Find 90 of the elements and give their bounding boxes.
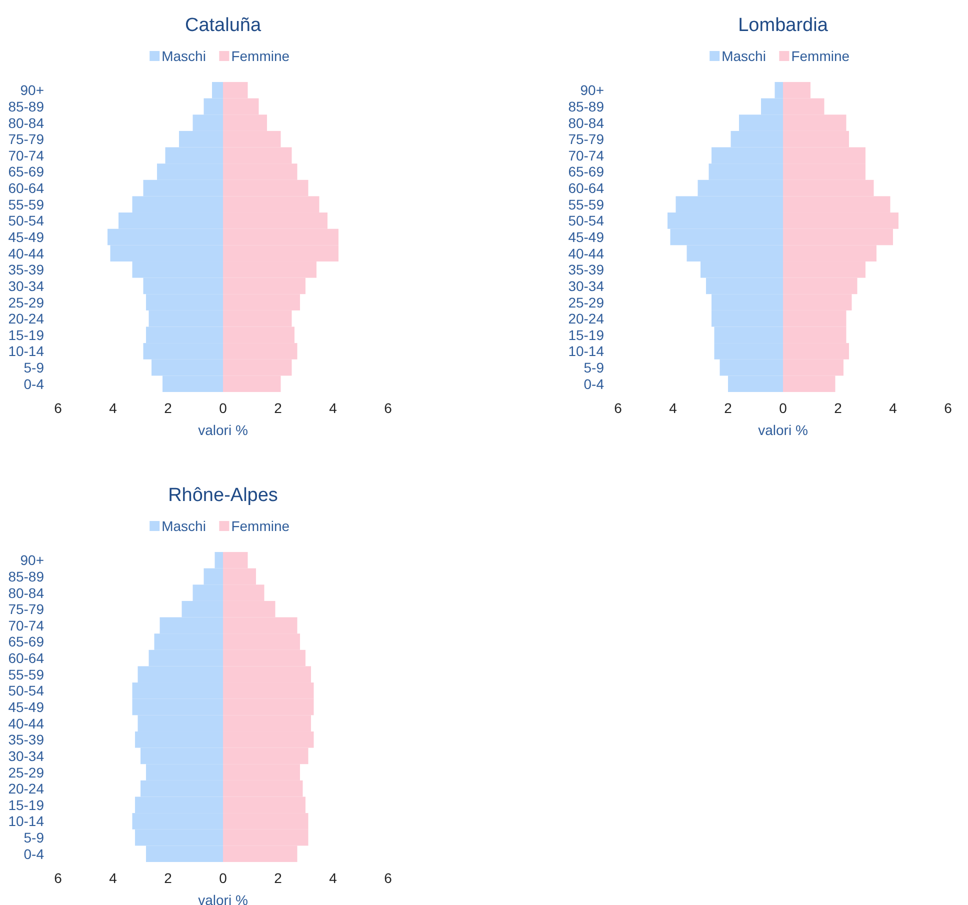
y-tick-label: 10-14 (8, 813, 44, 830)
y-tick-label: 40-44 (8, 245, 44, 262)
y-tick-label: 10-14 (568, 343, 604, 360)
y-tick-label: 80-84 (8, 114, 44, 131)
y-tick-label: 90+ (20, 82, 44, 98)
x-tick-label: 2 (834, 400, 842, 416)
x-axis-title: valori % (198, 892, 248, 905)
y-tick-label: 0-4 (24, 376, 44, 392)
x-tick-label: 6 (384, 400, 392, 416)
chart-title: Lombardia (738, 15, 828, 36)
x-tick-label: 4 (669, 400, 678, 416)
y-tick-label: 35-39 (568, 262, 604, 278)
y-tick-label: 55-59 (8, 196, 44, 212)
y-tick-label: 70-74 (8, 617, 44, 634)
x-tick-label: 0 (779, 400, 788, 416)
y-tick-label: 60-64 (8, 180, 44, 196)
y-tick-label: 75-79 (8, 131, 44, 148)
x-tick-label: 2 (724, 400, 732, 416)
y-tick-label: 90+ (20, 552, 44, 568)
y-tick-label: 80-84 (8, 584, 44, 601)
x-tick-label: 0 (219, 870, 228, 886)
y-tick-label: 0-4 (24, 846, 44, 862)
x-tick-label: 4 (889, 400, 898, 416)
x-tick-label: 2 (274, 870, 282, 886)
y-tick-label: 50-54 (8, 682, 44, 699)
y-tick-label: 5-9 (24, 830, 44, 846)
y-tick-label: 40-44 (568, 245, 604, 262)
y-tick-label: 15-19 (8, 326, 44, 343)
y-tick-label: 15-19 (568, 326, 604, 343)
y-tick-label: 80-84 (568, 114, 604, 131)
x-tick-label: 0 (219, 400, 228, 416)
x-tick-label: 2 (164, 870, 172, 886)
y-tick-label: 30-34 (568, 278, 604, 294)
x-tick-label: 4 (329, 400, 338, 416)
legend-label: Femmine (231, 518, 290, 534)
y-tick-label: 20-24 (8, 780, 44, 797)
y-tick-label: 25-29 (8, 764, 44, 780)
y-tick-label: 5-9 (24, 360, 44, 376)
x-tick-label: 4 (109, 870, 118, 886)
y-tick-label: 45-49 (8, 229, 44, 245)
y-tick-label: 35-39 (8, 732, 44, 748)
y-tick-label: 20-24 (8, 310, 44, 327)
y-tick-label: 55-59 (568, 196, 604, 212)
y-tick-label: 45-49 (568, 229, 604, 245)
x-tick-label: 2 (274, 400, 282, 416)
legend-label: Femmine (791, 48, 850, 64)
y-tick-label: 20-24 (568, 310, 604, 327)
x-tick-label: 4 (329, 870, 338, 886)
y-tick-label: 75-79 (8, 601, 44, 618)
y-tick-label: 5-9 (584, 360, 604, 376)
y-tick-label: 75-79 (568, 131, 604, 148)
y-tick-label: 45-49 (8, 699, 44, 715)
y-tick-label: 85-89 (8, 568, 44, 584)
y-tick-label: 50-54 (568, 212, 604, 229)
y-tick-label: 30-34 (8, 748, 44, 764)
y-tick-label: 65-69 (8, 634, 44, 650)
y-tick-label: 15-19 (8, 796, 44, 813)
y-tick-label: 60-64 (568, 180, 604, 196)
x-tick-label: 6 (54, 400, 62, 416)
y-tick-label: 10-14 (8, 343, 44, 360)
y-tick-label: 0-4 (584, 376, 604, 392)
y-tick-label: 65-69 (568, 164, 604, 180)
legend-label: Maschi (722, 48, 766, 64)
x-tick-label: 2 (164, 400, 172, 416)
x-axis-title: valori % (758, 422, 808, 438)
chart-title: Rhône-Alpes (168, 485, 278, 506)
y-tick-label: 40-44 (8, 715, 44, 732)
x-tick-label: 6 (384, 870, 392, 886)
y-tick-label: 85-89 (8, 98, 44, 114)
y-tick-label: 65-69 (8, 164, 44, 180)
legend-label: Femmine (231, 48, 290, 64)
y-tick-label: 30-34 (8, 278, 44, 294)
y-tick-label: 25-29 (8, 294, 44, 310)
x-tick-label: 6 (944, 400, 952, 416)
y-tick-label: 50-54 (8, 212, 44, 229)
y-tick-label: 35-39 (8, 262, 44, 278)
x-axis-title: valori % (198, 422, 248, 438)
y-tick-label: 25-29 (568, 294, 604, 310)
x-tick-label: 6 (614, 400, 622, 416)
legend-label: Maschi (162, 518, 206, 534)
y-tick-label: 85-89 (568, 98, 604, 114)
y-tick-label: 70-74 (8, 147, 44, 164)
y-tick-label: 60-64 (8, 650, 44, 666)
chart-title: Cataluña (184, 15, 262, 36)
y-tick-label: 55-59 (8, 666, 44, 682)
legend-label: Maschi (162, 48, 206, 64)
x-tick-label: 6 (54, 870, 62, 886)
y-tick-label: 70-74 (568, 147, 604, 164)
x-tick-label: 4 (109, 400, 118, 416)
y-tick-label: 90+ (580, 82, 604, 98)
